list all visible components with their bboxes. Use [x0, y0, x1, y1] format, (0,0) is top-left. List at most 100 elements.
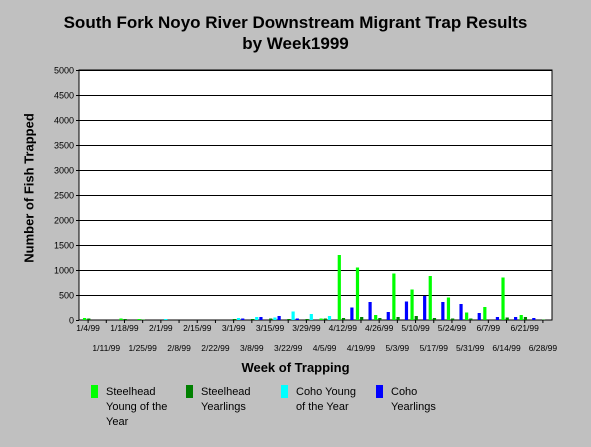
- x-tick-label: 4/19/99: [347, 343, 376, 353]
- bar-steelhead-yearlings: [341, 318, 346, 320]
- x-tick-label: 5/31/99: [456, 343, 485, 353]
- bar-coho-yearlings: [532, 318, 536, 320]
- bar-steelhead-yearlings: [451, 318, 455, 320]
- bar-steelhead-yearlings: [141, 319, 145, 320]
- bar-steelhead-yearlings: [523, 317, 528, 320]
- legend-swatch: [186, 385, 193, 398]
- bar-steelhead-young-of-the-year: [483, 307, 487, 320]
- x-tick-label: 2/8/99: [167, 343, 191, 353]
- x-tick-label: 3/22/99: [274, 343, 303, 353]
- y-tick-label: 4500: [54, 91, 74, 101]
- bar-coho-yearlings: [295, 318, 299, 320]
- x-tick-label: 1/4/99: [76, 323, 100, 333]
- bar-coho-yearlings: [350, 307, 354, 320]
- bar-coho-yearlings: [368, 302, 372, 320]
- legend-label: Steelhead Young of the Year: [106, 386, 168, 428]
- bar-steelhead-young-of-the-year: [355, 267, 360, 320]
- x-tick-label: 6/28/99: [529, 343, 558, 353]
- x-tick-label: 2/22/99: [201, 343, 230, 353]
- bar-steelhead-yearlings: [414, 316, 418, 320]
- bar-steelhead-yearlings: [360, 317, 364, 320]
- y-tick-label: 3000: [54, 166, 74, 176]
- bar-coho-young-of-the-year: [164, 319, 168, 320]
- x-tick-label: 4/12/99: [329, 323, 358, 333]
- bar-steelhead-young-of-the-year: [119, 318, 123, 320]
- bar-coho-young-of-the-year: [255, 317, 259, 320]
- bar-coho-yearlings: [514, 317, 518, 320]
- bar-steelhead-young-of-the-year: [519, 315, 523, 320]
- y-tick-label: 3500: [54, 141, 74, 151]
- legend-label: Steelhead Yearlings: [201, 386, 251, 413]
- legend-swatch: [91, 385, 98, 398]
- x-axis-label: Week of Trapping: [241, 360, 350, 375]
- legend-label: Coho Yearlings: [391, 386, 436, 413]
- bar-coho-yearlings: [404, 301, 409, 320]
- x-tick-label: 3/29/99: [292, 323, 321, 333]
- bar-steelhead-yearlings: [305, 319, 309, 320]
- chart-title: South Fork Noyo River Downstream Migrant…: [0, 12, 591, 54]
- x-tick-label: 5/3/99: [386, 343, 410, 353]
- bar-coho-yearlings: [441, 302, 445, 320]
- bar-coho-young-of-the-year: [236, 318, 241, 320]
- bar-coho-young-of-the-year: [327, 316, 332, 320]
- bar-steelhead-yearlings: [287, 319, 291, 320]
- x-tick-label: 4/26/99: [365, 323, 394, 333]
- bar-steelhead-yearlings: [323, 318, 327, 320]
- bar-steelhead-yearlings: [269, 318, 273, 320]
- legend-label: Coho Young of the Year: [296, 386, 356, 413]
- bar-steelhead-yearlings: [432, 318, 437, 320]
- x-tick-label: 3/1/99: [222, 323, 246, 333]
- bar-steelhead-young-of-the-year: [501, 277, 505, 320]
- bar-steelhead-yearlings: [87, 318, 91, 320]
- bar-coho-yearlings: [423, 296, 427, 320]
- legend-swatch: [281, 385, 288, 398]
- bar-coho-yearlings: [259, 317, 263, 320]
- bar-steelhead-yearlings: [396, 317, 400, 320]
- bar-coho-yearlings: [241, 318, 245, 320]
- bar-steelhead-yearlings: [232, 319, 236, 320]
- x-tick-label: 5/24/99: [438, 323, 467, 333]
- x-tick-label: 6/21/99: [511, 323, 540, 333]
- chart-title-main: South Fork Noyo River Downstream Migrant…: [63, 13, 528, 32]
- bar-coho-yearlings: [477, 313, 481, 320]
- x-tick-label: 1/18/99: [110, 323, 139, 333]
- bar-coho-young-of-the-year: [273, 317, 277, 320]
- bar-steelhead-yearlings: [250, 319, 255, 320]
- bar-steelhead-yearlings: [378, 318, 382, 320]
- x-tick-label: 2/1/99: [149, 323, 173, 333]
- x-tick-label: 4/5/99: [313, 343, 337, 353]
- bar-steelhead-young-of-the-year: [410, 289, 414, 320]
- x-tick-label: 2/15/99: [183, 323, 212, 333]
- y-tick-label: 1000: [54, 266, 74, 276]
- chart-subtitle: by Week1999: [242, 34, 349, 53]
- bar-steelhead-young-of-the-year: [137, 319, 141, 320]
- bar-steelhead-yearlings: [542, 319, 546, 320]
- bar-coho-young-of-the-year: [309, 314, 313, 320]
- y-tick-label: 1500: [54, 241, 74, 251]
- bar-steelhead-young-of-the-year: [374, 315, 378, 320]
- bar-steelhead-young-of-the-year: [465, 312, 469, 320]
- x-tick-label: 6/14/99: [492, 343, 521, 353]
- bar-steelhead-young-of-the-year: [83, 318, 87, 320]
- y-tick-label: 2500: [54, 191, 74, 201]
- x-tick-label: 5/10/99: [401, 323, 430, 333]
- bar-steelhead-yearlings: [123, 319, 127, 320]
- y-tick-label: 500: [59, 291, 74, 301]
- y-tick-label: 2000: [54, 216, 74, 226]
- bar-coho-yearlings: [459, 304, 463, 320]
- bar-coho-young-of-the-year: [291, 311, 295, 320]
- bar-steelhead-young-of-the-year: [446, 297, 451, 320]
- bar-steelhead-yearlings: [469, 318, 473, 320]
- x-tick-label: 1/25/99: [128, 343, 157, 353]
- x-tick-label: 3/15/99: [256, 323, 285, 333]
- y-tick-label: 0: [69, 316, 74, 326]
- y-tick-label: 4000: [54, 116, 74, 126]
- bar-coho-yearlings: [495, 317, 500, 320]
- bar-steelhead-yearlings: [505, 317, 509, 320]
- bar-steelhead-young-of-the-year: [392, 273, 396, 320]
- bar-coho-yearlings: [386, 312, 390, 320]
- bar-steelhead-young-of-the-year: [428, 276, 432, 320]
- legend-swatch: [376, 385, 383, 398]
- x-tick-label: 3/8/99: [240, 343, 264, 353]
